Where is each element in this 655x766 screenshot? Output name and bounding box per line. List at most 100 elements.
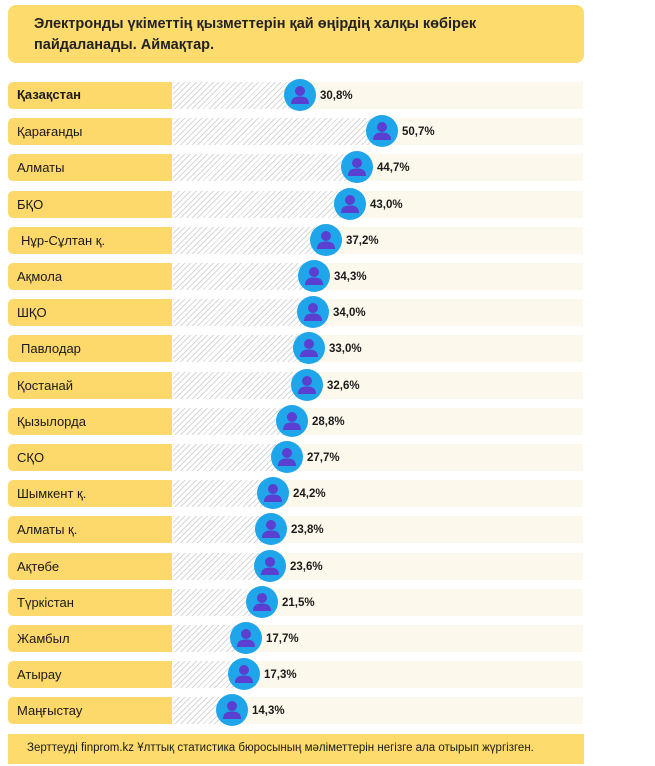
chart-title: Электронды үкіметтің қызметтерін қай өңі… [34,16,477,53]
category-label: Қостанай [17,378,74,393]
category-label-box [8,589,172,616]
category-label-box [8,516,172,543]
value-label: 30,8% [320,90,353,102]
bar [173,335,301,362]
person-icon [310,224,342,256]
category-label-box [8,263,172,290]
bar [173,408,284,435]
category-label-box [8,444,172,471]
person-icon [291,369,323,401]
person-icon [276,405,308,437]
category-label-box [8,191,172,218]
bar [173,372,299,399]
category-label: Қарағанды [17,124,83,139]
bar [173,263,306,290]
bar [173,118,374,145]
value-label: 23,6% [290,561,323,573]
chart-row: СҚО 27,7% [0,441,600,473]
chart-row: ШҚО 34,0% [0,296,600,328]
bar [173,191,342,218]
bar [173,516,263,543]
category-label-box [8,697,172,724]
category-label: Шымкент қ. [17,486,87,501]
person-icon [246,586,278,618]
category-label: Ақтөбе [17,559,60,574]
person-icon [216,694,248,726]
chart-row: Атырау 17,3% [0,658,600,690]
category-label: Жамбыл [17,631,70,646]
bar [173,82,292,109]
source-note: Зерттеуді finprom.kz Ұлттық статистика б… [27,742,534,754]
category-label: Қазақстан [17,87,82,102]
value-label: 17,7% [266,633,299,645]
category-label: Алматы қ. [17,522,78,537]
person-icon [257,477,289,509]
chart-row: Жамбыл 17,7% [0,622,600,654]
person-icon [293,332,325,364]
chart-row: Қарағанды 50,7% [0,115,600,147]
category-label: Павлодар [21,341,81,356]
person-icon [255,513,287,545]
category-label: Маңғыстау [17,703,83,718]
person-icon [366,115,398,147]
category-label-box [8,372,172,399]
category-label-box [8,480,172,507]
value-label: 33,0% [329,343,362,355]
bar [173,589,254,616]
chart-row: Павлодар 33,0% [0,332,600,364]
category-label-box [8,625,172,652]
bar [173,299,305,326]
person-icon [298,260,330,292]
chart-row: Қызылорда 28,8% [0,405,600,437]
category-label-box [8,299,172,326]
person-icon [230,622,262,654]
value-label: 21,5% [282,597,315,609]
chart-row: Алматы қ. 23,8% [0,513,600,545]
value-label: 43,0% [370,199,403,211]
category-label-box [8,227,172,254]
title-banner: Электронды үкіметтің қызметтерін қай өңі… [8,5,584,63]
chart-area: Қазақстан 30,8% Қарағанды 50,7% Алматы 44,7% Б… [0,79,655,727]
value-label: 14,3% [252,705,285,717]
category-label: Қызылорда [17,414,86,429]
person-icon [334,188,366,220]
bar [173,480,265,507]
value-label: 32,6% [327,380,360,392]
category-label: БҚО [17,197,44,212]
category-label-box [8,82,172,109]
person-icon [271,441,303,473]
chart-row: Қазақстан 30,8% [0,79,600,111]
bar [173,661,236,688]
value-label: 44,7% [377,162,410,174]
chart-row: Маңғыстау 14,3% [0,694,600,726]
chart-row: БҚО 43,0% [0,188,600,220]
bar [173,444,279,471]
category-label: ШҚО [17,305,47,320]
category-label: Ақмола [17,269,63,284]
person-icon [284,79,316,111]
category-label: Түркістан [17,595,74,610]
category-label-box [8,154,172,181]
chart-row: Қостанай 32,6% [0,369,600,401]
value-label: 23,8% [291,524,324,536]
value-label: 27,7% [307,452,340,464]
category-label: Атырау [17,667,62,682]
category-label-box [8,408,172,435]
bar [173,154,349,181]
bar [173,227,318,254]
category-label: Нұр-Сұлтан қ. [21,233,106,248]
person-icon [254,550,286,582]
category-label: СҚО [17,450,45,465]
bar [173,697,224,724]
category-label: Алматы [17,160,65,175]
value-label: 37,2% [346,235,379,247]
person-icon [341,151,373,183]
value-label: 28,8% [312,416,345,428]
category-label-box [8,553,172,580]
value-label: 24,2% [293,488,326,500]
chart-row: Алматы 44,7% [0,151,600,183]
chart-row: Шымкент қ. 24,2% [0,477,600,509]
person-icon [228,658,260,690]
chart-row: Ақтөбе 23,6% [0,550,600,582]
value-label: 50,7% [402,126,435,138]
